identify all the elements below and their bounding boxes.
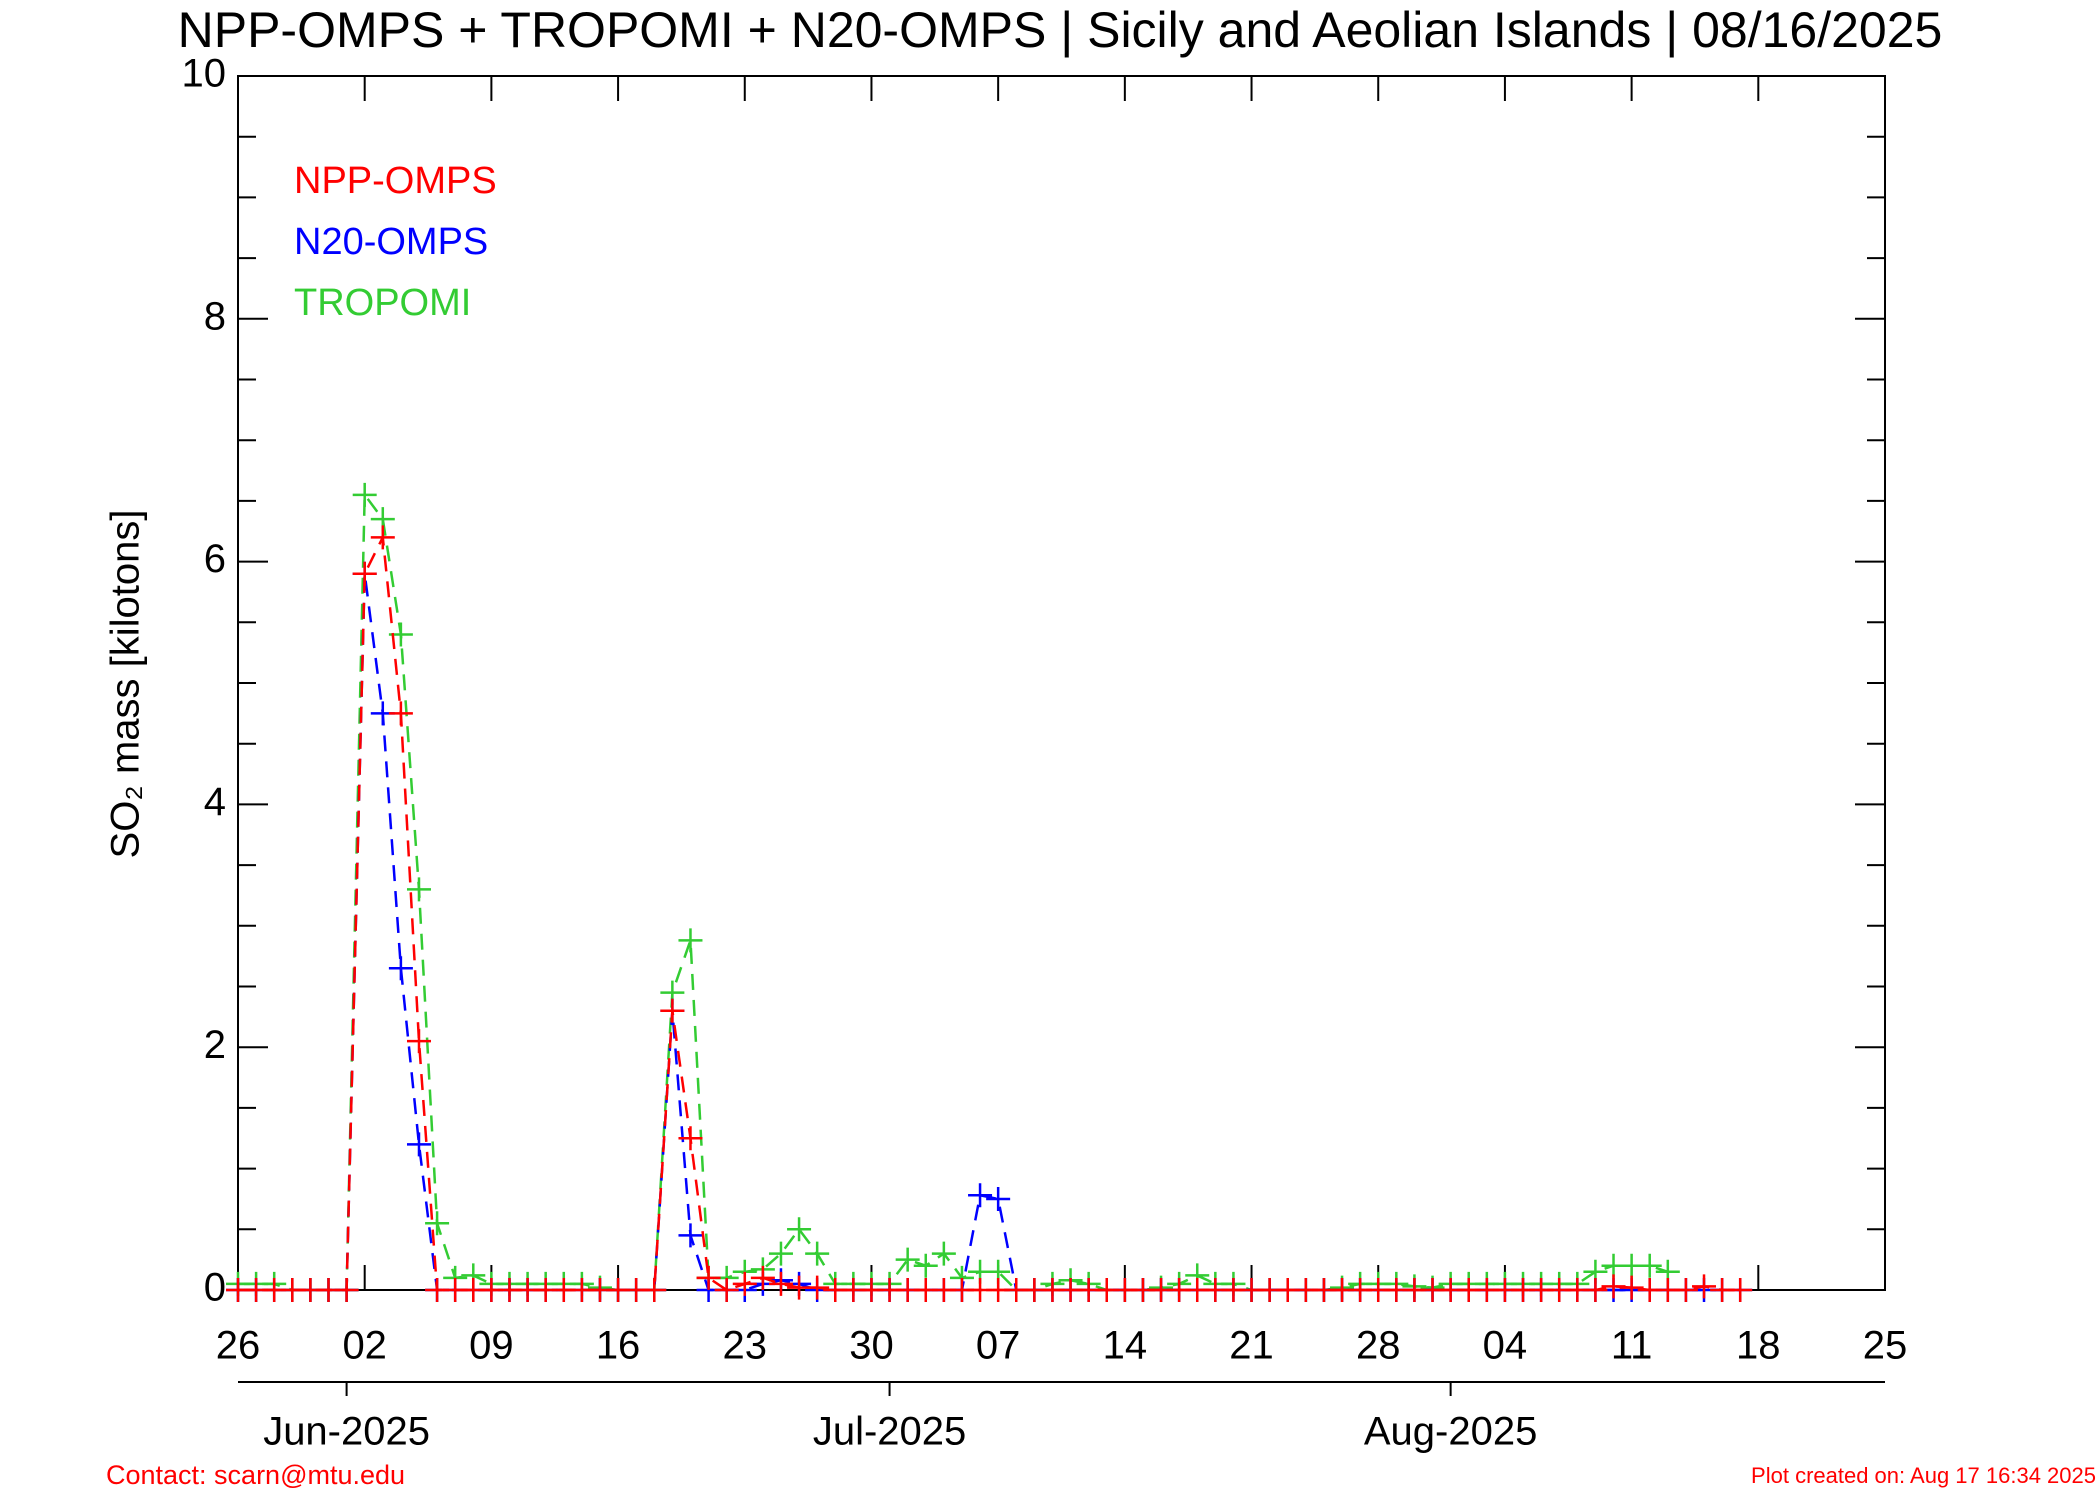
y-tick-label: 10 (182, 52, 227, 96)
y-axis-label: SO₂ mass [kilotons] (104, 510, 148, 859)
x-tick-label: 04 (1483, 1324, 1528, 1368)
point-marker (352, 482, 377, 507)
point-marker (1619, 1275, 1644, 1300)
x-tick-label: 02 (342, 1324, 387, 1368)
point-marker (678, 1126, 703, 1151)
point-marker (678, 928, 703, 953)
x-tick-label: 07 (976, 1324, 1021, 1368)
point-marker (768, 1271, 793, 1296)
point-marker (1728, 1278, 1753, 1302)
point-marker (968, 1183, 993, 1208)
x-tick-label: 25 (1863, 1324, 1908, 1368)
contact-note: Contact: scarn@mtu.edu (106, 1460, 405, 1490)
point-marker (913, 1253, 938, 1278)
x-tick-label: 30 (849, 1324, 894, 1368)
point-marker (406, 877, 431, 902)
point-marker (1637, 1253, 1662, 1278)
point-marker (931, 1241, 956, 1266)
legend-entry: NPP-OMPS (294, 160, 497, 202)
x-tick-label: 09 (469, 1324, 514, 1368)
point-marker (678, 1223, 703, 1248)
point-marker (1583, 1278, 1608, 1302)
x-tick-label: 21 (1229, 1324, 1274, 1368)
point-marker (732, 1271, 757, 1296)
point-marker (895, 1247, 920, 1272)
point-marker (1673, 1278, 1698, 1302)
x-tick-label: 14 (1103, 1324, 1148, 1368)
y-tick-label: 0 (204, 1266, 226, 1310)
legend-entry: N20-OMPS (294, 221, 488, 263)
month-label: Jun-2025 (263, 1410, 430, 1454)
point-marker (642, 1278, 667, 1302)
point-marker (388, 701, 413, 726)
point-marker (388, 956, 413, 981)
point-marker (406, 1132, 431, 1157)
series-line (238, 491, 1669, 1292)
x-tick-label: 18 (1736, 1324, 1781, 1368)
point-marker (805, 1241, 830, 1266)
series-line (238, 532, 1741, 1292)
y-tick-label: 8 (204, 294, 226, 338)
point-marker (425, 1211, 450, 1236)
y-tick-label: 4 (204, 780, 226, 824)
point-marker (714, 1278, 739, 1302)
point-marker (334, 1278, 359, 1302)
month-label: Jul-2025 (813, 1410, 966, 1454)
legend-entry: TROPOMI (294, 282, 471, 324)
point-marker (660, 998, 685, 1023)
x-tick-label: 28 (1356, 1324, 1401, 1368)
point-marker (370, 525, 395, 550)
x-tick-label: 16 (596, 1324, 641, 1368)
x-tick-label: 26 (216, 1324, 261, 1368)
point-marker (986, 1186, 1011, 1211)
y-tick-label: 2 (204, 1023, 226, 1067)
point-marker (1692, 1274, 1717, 1299)
point-marker (805, 1275, 830, 1300)
point-marker (787, 1217, 812, 1242)
chart-title: NPP-OMPS + TROPOMI + N20-OMPS | Sicily a… (178, 2, 1943, 58)
point-marker (406, 1029, 431, 1054)
x-tick-label: 11 (1611, 1324, 1653, 1368)
point-marker (696, 1265, 721, 1290)
point-marker (768, 1241, 793, 1266)
y-tick-label: 6 (204, 537, 226, 581)
created-note: Plot created on: Aug 17 16:34 2025 (1751, 1463, 2096, 1488)
point-marker (750, 1265, 775, 1290)
series-line (238, 573, 1741, 1292)
month-label: Aug-2025 (1364, 1410, 1537, 1454)
x-tick-label: 23 (723, 1324, 768, 1368)
point-marker (352, 561, 377, 586)
